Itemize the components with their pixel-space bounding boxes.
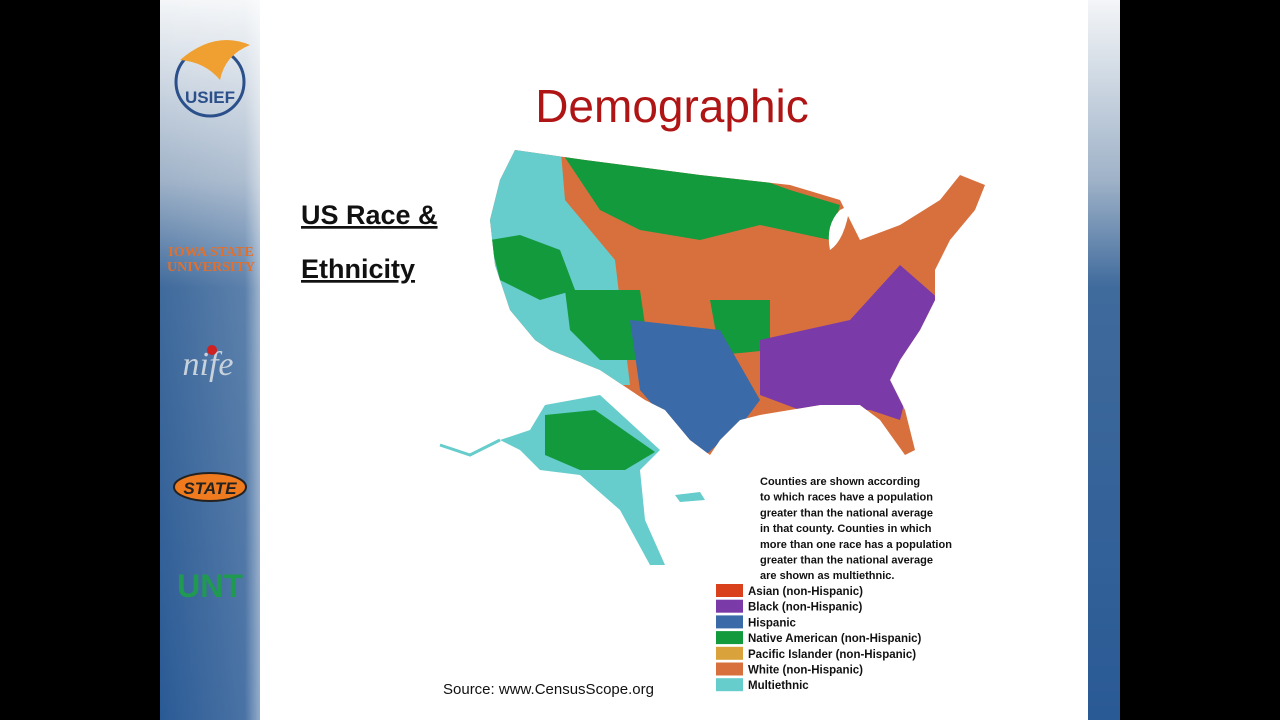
note-line: to which races have a population bbox=[760, 492, 933, 504]
map-region bbox=[630, 320, 760, 455]
legend-label: Asian (non-Hispanic) bbox=[748, 586, 863, 598]
logo-isu: UNIVERSITY bbox=[167, 260, 255, 275]
map-region bbox=[565, 290, 650, 360]
source: Source: www.CensusScope.org bbox=[443, 681, 654, 698]
map-region bbox=[560, 150, 840, 240]
map-note: Counties are shown according to which rac… bbox=[760, 476, 952, 582]
lake bbox=[828, 205, 850, 250]
logo-usief: USIEF bbox=[185, 88, 235, 107]
legend-swatch bbox=[716, 646, 743, 660]
legend-swatch bbox=[716, 631, 743, 645]
slide-title: Demographic bbox=[535, 80, 809, 132]
map-region bbox=[490, 235, 575, 300]
legend-swatch bbox=[716, 599, 743, 613]
logo-unt: UNT bbox=[177, 568, 243, 604]
legend-label: Native American (non-Hispanic) bbox=[748, 633, 922, 645]
legend-label: White (non-Hispanic) bbox=[748, 665, 863, 677]
note-line: in that county. Counties in which bbox=[760, 523, 932, 535]
legend-swatch bbox=[716, 615, 743, 629]
legend-label: Hispanic bbox=[748, 617, 797, 629]
note-line: greater than the national average bbox=[760, 507, 933, 519]
legend-swatch bbox=[716, 662, 743, 676]
legend-label: Pacific Islander (non-Hispanic) bbox=[748, 649, 916, 661]
legend-swatch bbox=[716, 584, 743, 597]
logo-osu-text: STATE bbox=[183, 479, 237, 498]
note-line: are shown as multiethnic. bbox=[760, 570, 894, 582]
legend-label: Multiethnic bbox=[748, 680, 809, 692]
sidebar-shade bbox=[160, 0, 260, 720]
logo-wing bbox=[180, 40, 250, 80]
legend-swatch bbox=[716, 678, 743, 692]
note-line: more than one race has a population bbox=[760, 539, 952, 551]
heading-line: US Race & bbox=[301, 200, 438, 230]
right-strip bbox=[1088, 0, 1120, 720]
alaska-region bbox=[545, 410, 655, 470]
logo-dot bbox=[207, 345, 217, 355]
alaska-islands bbox=[439, 438, 501, 457]
logo-isu: IOWA STATE bbox=[168, 245, 253, 260]
logos: USIEF IOWA STATE UNIVERSITY nife STATE U… bbox=[167, 40, 255, 604]
note-line: greater than the national average bbox=[760, 555, 933, 567]
hawaii bbox=[675, 492, 705, 502]
logo-osu bbox=[173, 472, 247, 502]
note-line: Counties are shown according bbox=[760, 476, 920, 488]
legend-label: Black (non-Hispanic) bbox=[748, 602, 863, 614]
heading-line: Ethnicity bbox=[301, 254, 415, 284]
legend: Asian (non-Hispanic) Black (non-Hispanic)… bbox=[716, 584, 922, 692]
alaska bbox=[439, 395, 705, 565]
